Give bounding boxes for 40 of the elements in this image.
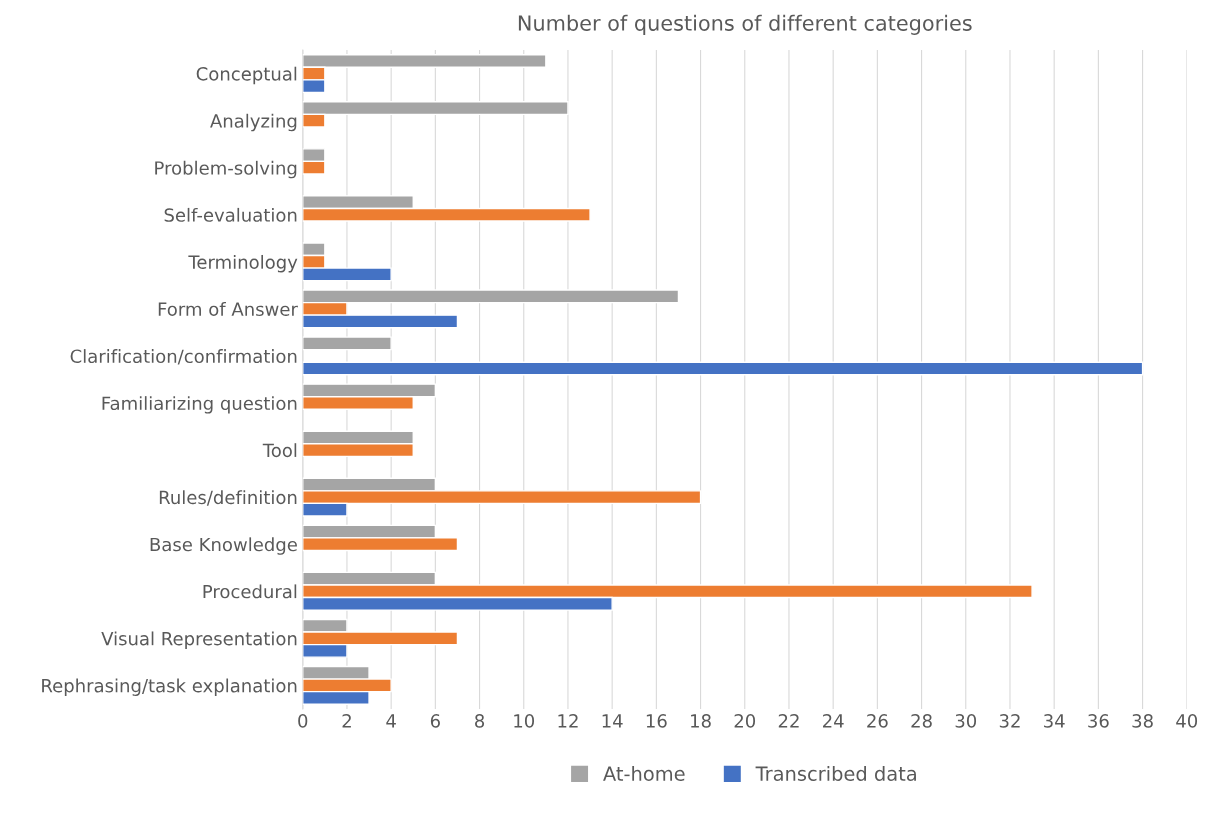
y-tick-label: Problem-solving [155,160,297,179]
bar [302,361,1144,376]
x-tick-label: 34 [1044,714,1065,728]
x-tick-label: 40 [1176,714,1198,728]
x-tick-label: 26 [867,714,888,728]
chart-title: Number of questions of different categories [518,14,972,35]
y-tick-label: Base Knowledge [150,537,297,555]
x-tick-label: 16 [646,714,667,728]
x-tick-label: 22 [778,714,799,728]
y-tick-label: Visual Representation [101,631,297,649]
x-tick-label: 18 [691,714,711,728]
x-tick-label: 12 [558,714,578,728]
y-tick-label: Conceptual [196,66,297,85]
y-tick-label: Rules/definition [159,490,297,506]
y-tick-label: Terminology [188,254,298,273]
x-tick-label: 6 [430,714,440,728]
x-tick-label: 10 [514,714,535,728]
y-tick-label: Self-evaluation [164,207,297,222]
x-tick-label: 2 [342,714,351,728]
x-tick-label: 30 [955,714,977,728]
y-tick-label: Procedural [203,584,297,599]
legend-label: At-home [603,765,685,781]
y-tick-label: Familiarizing question [102,396,297,414]
y-tick-label: Tool [262,443,297,458]
x-tick-label: 28 [911,714,932,728]
y-tick-label: Form of Answer [158,302,298,316]
x-tick-label: 38 [1132,714,1153,728]
x-tick-label: 24 [823,714,844,728]
legend-label: Transcribed data [755,765,916,781]
x-tick-label: 0 [298,714,308,728]
y-tick-label: Analyzing [210,113,297,132]
x-tick-label: 32 [999,714,1020,728]
x-tick-label: 4 [386,714,396,728]
bar [302,336,392,351]
y-tick-label: Rephrasing/task explanation [42,678,297,696]
x-tick-label: 14 [602,714,623,728]
y-tick-label: Clarification/confirmation [70,349,297,365]
x-tick-label: 8 [475,714,485,728]
x-tick-label: 36 [1088,714,1109,728]
x-tick-label: 20 [734,714,756,728]
